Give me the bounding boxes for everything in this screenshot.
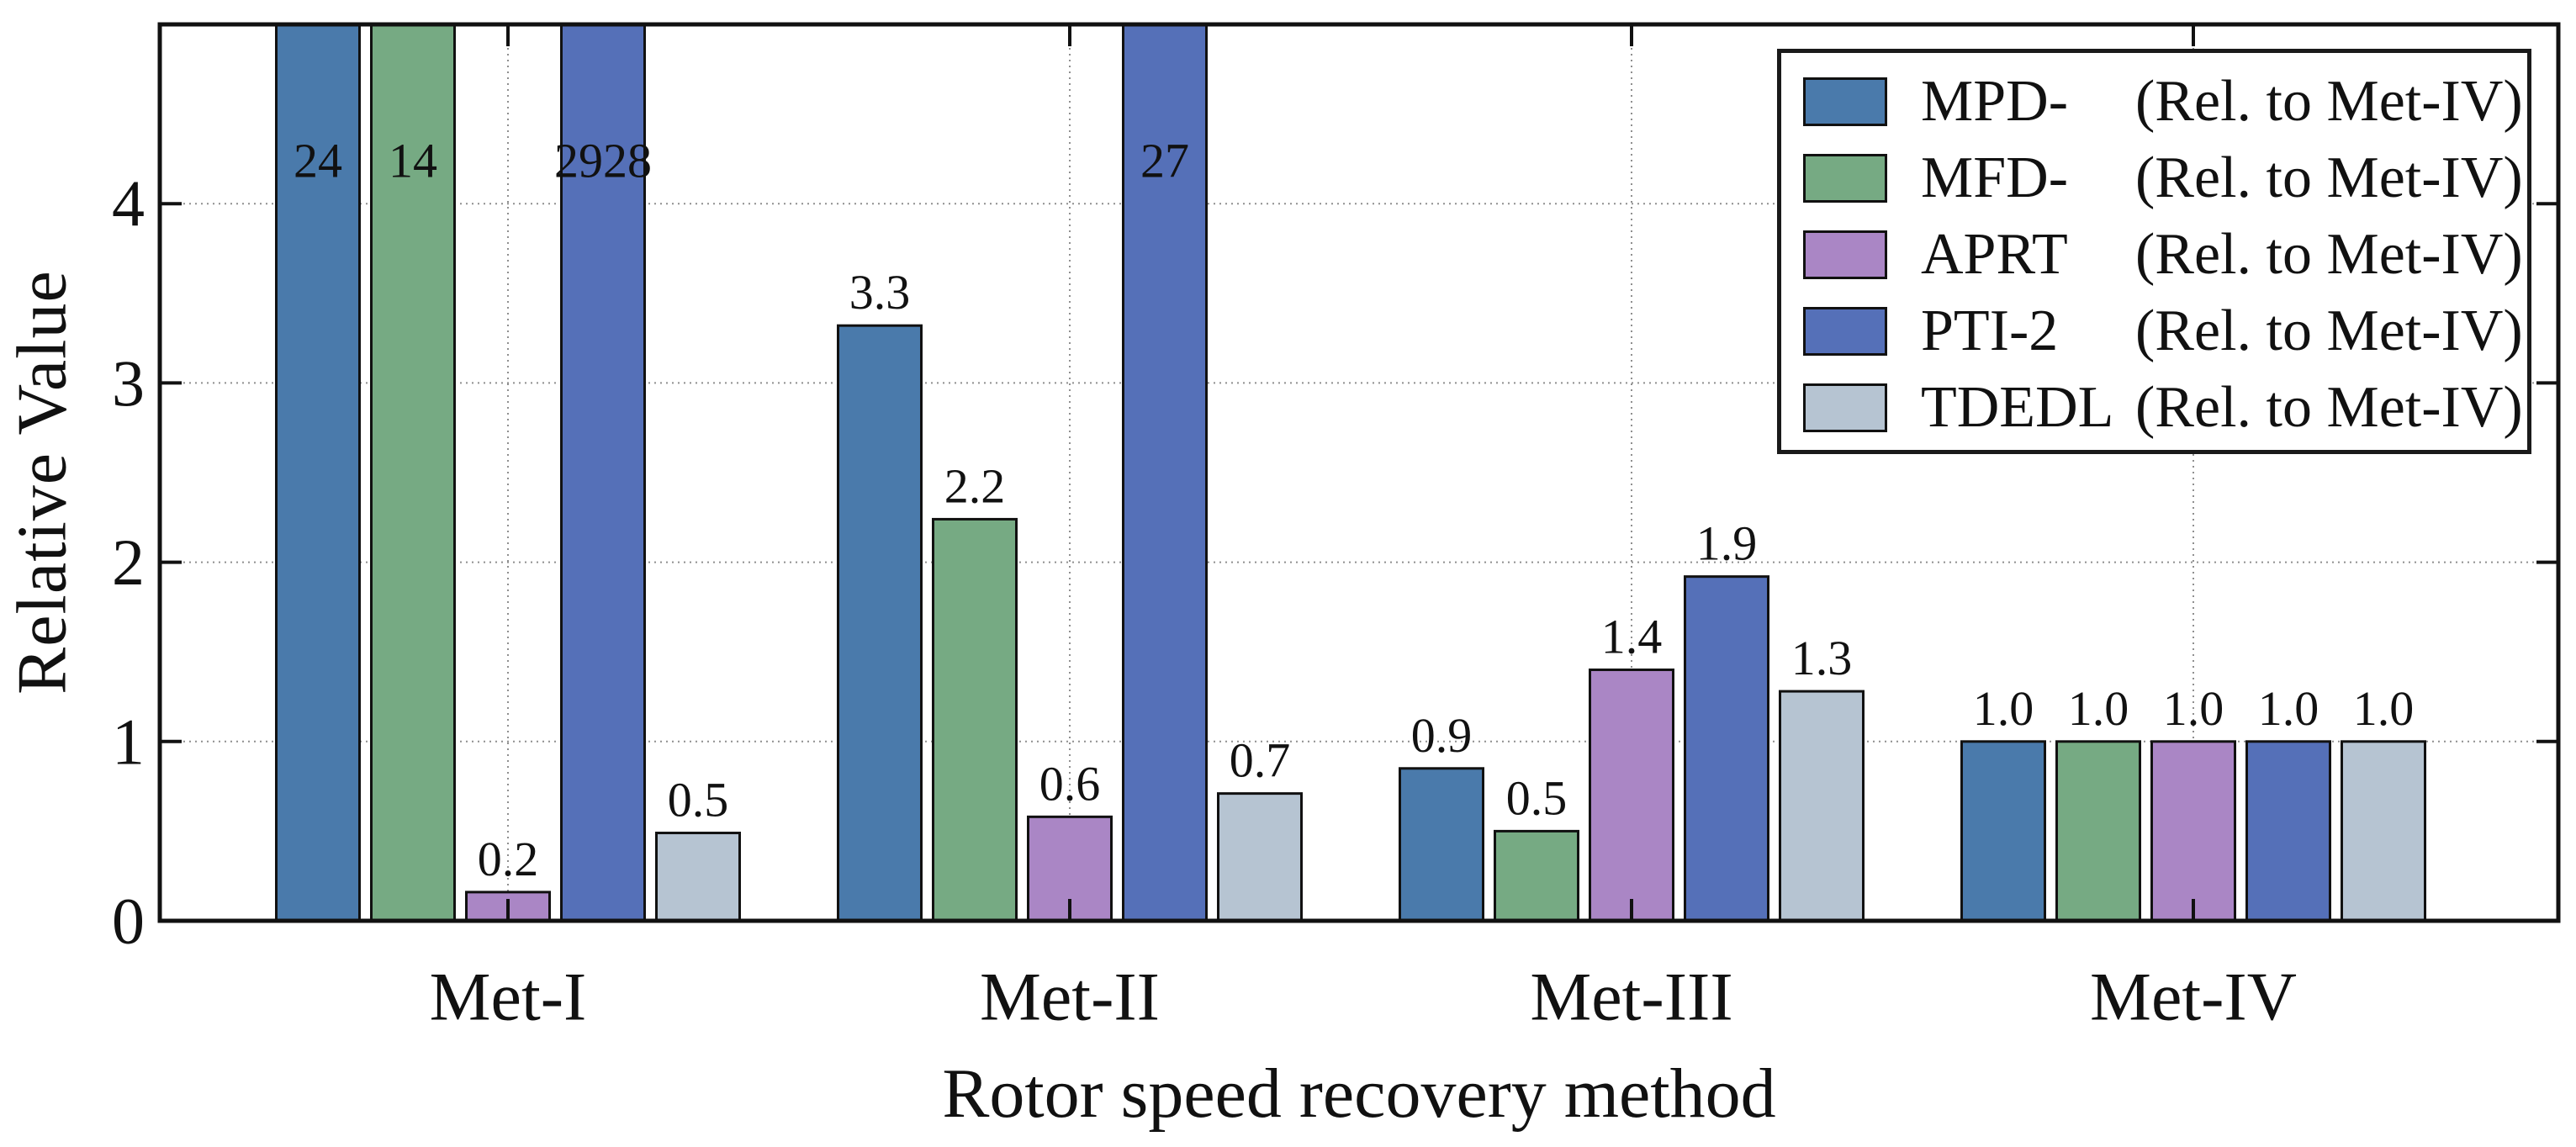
bar (837, 324, 923, 922)
bar-value-label: 0.7 (1230, 733, 1291, 788)
category-label: Met-IV (2090, 959, 2297, 1035)
legend-series-name: PTI-2 (1921, 298, 2059, 363)
category-label: Met-II (980, 959, 1160, 1035)
bar-value-label: 3.3 (849, 265, 911, 320)
legend-box: MPD- (Rel. to Met-IV) MFD- (Rel. to Met-IV)… (1777, 49, 2531, 454)
bar-value-label: 0.5 (1506, 770, 1568, 825)
legend-entry: APRT (Rel. to Met-IV) (1803, 216, 2527, 293)
legend-swatch (1803, 77, 1887, 126)
y-tick-label: 2 (112, 526, 145, 599)
bar-value-label: 0.2 (478, 832, 539, 886)
bar (2245, 740, 2331, 922)
bar (655, 832, 741, 922)
legend-series-name: TDEDL (1921, 374, 2114, 440)
bar (2150, 740, 2236, 922)
y-tick-label: 1 (112, 705, 145, 778)
bar-value-label: 24 (294, 133, 342, 188)
legend-swatch (1803, 153, 1887, 203)
legend-entry: MFD- (Rel. to Met-IV) (1803, 140, 2527, 216)
legend-entry: TDEDL (Rel. to Met-IV) (1803, 369, 2527, 446)
y-tick-label: 3 (112, 346, 145, 420)
bar-value-label: 1.4 (1601, 610, 1663, 664)
bar (1399, 767, 1484, 922)
x-axis-title: Rotor speed recovery method (942, 1054, 1776, 1133)
bar-value-label: 1.0 (2068, 681, 2129, 736)
legend-series-note: (Rel. to Met-IV) (2135, 374, 2523, 440)
legend-series-note: (Rel. to Met-IV) (2135, 68, 2523, 134)
bar-value-label: 2928 (554, 133, 652, 188)
legend-swatch (1803, 383, 1887, 432)
bar-value-label: 14 (389, 133, 437, 188)
bar-value-label: 1.0 (1973, 681, 2034, 736)
legend-series-note: (Rel. to Met-IV) (2135, 145, 2523, 210)
bar-value-label: 1.0 (2258, 681, 2319, 736)
bar (2341, 740, 2426, 922)
plot-frame (157, 22, 2561, 923)
bar-value-label: 1.0 (2163, 681, 2224, 736)
legend-series-note: (Rel. to Met-IV) (2135, 221, 2523, 287)
bar (1217, 792, 1303, 922)
bar (1960, 740, 2046, 922)
y-axis-title: Relative Value (3, 270, 82, 695)
legend-series-name: MPD- (1921, 68, 2069, 134)
bar (2055, 740, 2141, 922)
legend-series-name: APRT (1921, 221, 2068, 287)
legend-series-name: MFD- (1921, 145, 2069, 210)
legend-swatch (1803, 306, 1887, 356)
bar (932, 517, 1018, 922)
legend-series-note: (Rel. to Met-IV) (2135, 298, 2523, 363)
bar (1684, 575, 1769, 922)
bar-value-label: 1.0 (2353, 681, 2415, 736)
legend-entry: MPD- (Rel. to Met-IV) (1803, 63, 2527, 140)
bar-value-label: 0.9 (1411, 708, 1473, 763)
legend-swatch (1803, 230, 1887, 279)
category-label: Met-III (1530, 959, 1732, 1035)
bar-value-label: 0.5 (668, 773, 729, 827)
bar-value-label: 0.6 (1039, 756, 1101, 811)
bar (560, 23, 646, 922)
y-tick-label: 0 (112, 885, 145, 958)
bar-value-label: 27 (1140, 133, 1189, 188)
category-label: Met-I (430, 959, 587, 1035)
y-tick-label: 4 (112, 167, 145, 240)
bar (1589, 669, 1674, 922)
bar (1779, 690, 1865, 922)
legend-entry: PTI-2 (Rel. to Met-IV) (1803, 293, 2527, 369)
bar (1494, 829, 1579, 922)
bar-value-label: 1.3 (1791, 631, 1853, 685)
bar-value-label: 1.9 (1696, 516, 1758, 571)
bar-value-label: 2.2 (944, 458, 1006, 513)
